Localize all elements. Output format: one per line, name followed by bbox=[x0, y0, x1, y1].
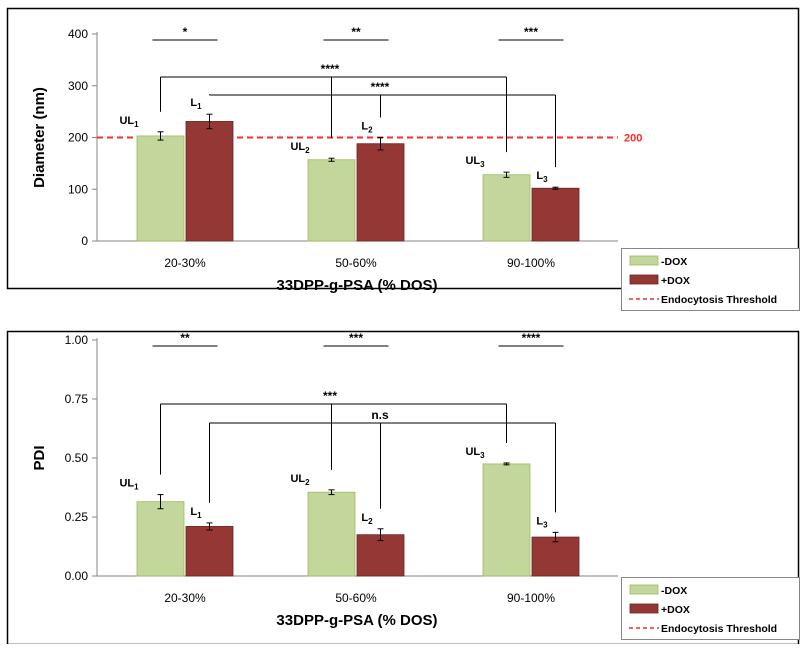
bar bbox=[356, 534, 405, 577]
y-tick-label: 200 bbox=[68, 131, 88, 145]
bar-label: L2 bbox=[361, 121, 373, 135]
legend-swatch bbox=[629, 603, 659, 614]
bar-label: L1 bbox=[190, 97, 202, 111]
bar bbox=[185, 121, 234, 242]
legend-swatch bbox=[629, 584, 659, 595]
legend-label: Endocytosis Threshold bbox=[661, 294, 777, 306]
y-tick-label: 0 bbox=[81, 234, 88, 248]
bar bbox=[482, 174, 531, 242]
legend-label: -DOX bbox=[661, 585, 687, 597]
x-tick-label: 90-100% bbox=[507, 256, 555, 270]
significance-label: **** bbox=[371, 80, 390, 94]
y-tick-label: 0.50 bbox=[65, 451, 89, 465]
bar bbox=[531, 187, 580, 242]
x-tick-label: 20-30% bbox=[164, 256, 206, 270]
bar-label: L2 bbox=[361, 512, 373, 526]
significance-label: n.s bbox=[371, 408, 389, 422]
bar bbox=[482, 463, 531, 577]
bar-label: L3 bbox=[536, 515, 548, 529]
bar-label: UL1 bbox=[119, 115, 139, 129]
bar bbox=[136, 135, 185, 242]
y-axis-label: Diameter (nm) bbox=[31, 87, 48, 188]
legend-label: +DOX bbox=[661, 604, 690, 616]
threshold-label: 200 bbox=[624, 133, 642, 145]
y-axis-label: PDI bbox=[31, 445, 48, 470]
bar bbox=[307, 491, 356, 577]
bar-label: L1 bbox=[190, 506, 202, 520]
bar-label: UL2 bbox=[290, 473, 310, 487]
x-axis-label: 33DPP-g-PSA (% DOS) bbox=[276, 612, 437, 629]
x-tick-label: 50-60% bbox=[335, 591, 377, 605]
y-tick-label: 400 bbox=[68, 27, 88, 41]
bar-label: UL1 bbox=[119, 478, 139, 492]
bar bbox=[185, 526, 234, 577]
significance-label: ** bbox=[351, 25, 361, 39]
legend-label: Endocytosis Threshold bbox=[661, 623, 777, 635]
significance-label: *** bbox=[349, 331, 363, 345]
significance-label: *** bbox=[524, 25, 538, 39]
bar bbox=[531, 536, 580, 577]
bar-label: UL3 bbox=[465, 446, 485, 460]
y-tick-label: 0.00 bbox=[65, 569, 89, 583]
x-tick-label: 20-30% bbox=[164, 591, 206, 605]
y-tick-label: 1.00 bbox=[65, 333, 89, 347]
significance-label: *** bbox=[323, 389, 337, 403]
y-tick-label: 300 bbox=[68, 79, 88, 93]
x-tick-label: 50-60% bbox=[335, 256, 377, 270]
bar-label: UL2 bbox=[290, 141, 310, 155]
y-tick-label: 0.75 bbox=[65, 392, 89, 406]
bar bbox=[136, 501, 185, 577]
panel-frame-1 bbox=[6, 7, 800, 290]
legend-label: +DOX bbox=[661, 275, 690, 287]
y-tick-label: 0.25 bbox=[65, 510, 89, 524]
legend-swatch bbox=[629, 274, 659, 285]
legend-label: -DOX bbox=[661, 256, 687, 268]
x-axis-label: 33DPP-g-PSA (% DOS) bbox=[276, 277, 437, 294]
bar bbox=[307, 159, 356, 242]
bar bbox=[356, 143, 405, 242]
x-tick-label: 90-100% bbox=[507, 591, 555, 605]
bar-label: L3 bbox=[536, 170, 548, 184]
legend-swatch bbox=[629, 255, 659, 266]
significance-label: ** bbox=[180, 331, 190, 345]
y-tick-label: 100 bbox=[68, 182, 88, 196]
significance-label: * bbox=[183, 25, 188, 39]
bar-label: UL3 bbox=[465, 155, 485, 169]
significance-label: **** bbox=[321, 62, 340, 76]
significance-label: **** bbox=[522, 331, 541, 345]
